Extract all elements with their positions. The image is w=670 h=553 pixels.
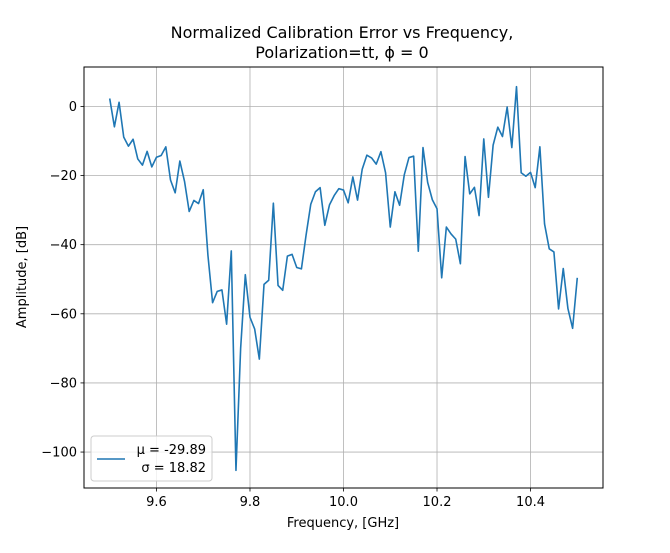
series-layer [108,85,579,472]
legend-box [90,435,213,482]
y-tick-label: −80 [50,376,77,391]
x-tick-label: 9.8 [240,495,261,510]
y-axis-label: Amplitude, [dB] [15,226,30,328]
x-tick-label: 10.0 [329,495,358,510]
y-tick-label: −40 [50,238,77,253]
x-tick-label: 10.2 [423,495,452,510]
y-axis-ticks: 0 −20 −40 −60 −80 −100 [41,100,84,461]
chart-title-line-1: Normalized Calibration Error vs Frequenc… [171,23,514,42]
legend-label-mean: μ = -29.89 [137,443,206,458]
y-tick-label: −60 [50,307,77,322]
x-axis-label: Frequency, [GHz] [287,516,399,531]
y-tick-label: 0 [69,100,77,115]
x-tick-label: 9.6 [146,495,167,510]
legend-label-std: σ = 18.82 [141,461,206,476]
series-line [108,85,579,472]
legend: μ = -29.89 σ = 18.82 [90,435,213,482]
x-tick-label: 10.4 [516,495,545,510]
y-tick-label: −100 [41,446,77,461]
x-axis-ticks: 9.6 9.8 10.0 10.2 10.4 [146,488,545,510]
chart-title-line-2: Polarization=tt, ϕ = 0 [255,43,428,62]
y-tick-label: −20 [50,169,77,184]
grid [84,67,603,488]
